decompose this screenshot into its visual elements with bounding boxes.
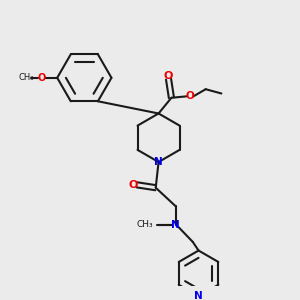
Text: O: O (164, 70, 173, 80)
Text: N: N (171, 220, 180, 230)
Text: CH₃: CH₃ (18, 73, 34, 82)
Text: CH₃: CH₃ (136, 220, 153, 229)
Text: N: N (194, 291, 203, 300)
Text: O: O (129, 180, 138, 190)
Text: O: O (186, 91, 194, 101)
Text: N: N (154, 157, 163, 167)
Text: N: N (151, 224, 152, 225)
Text: O: O (38, 73, 46, 83)
